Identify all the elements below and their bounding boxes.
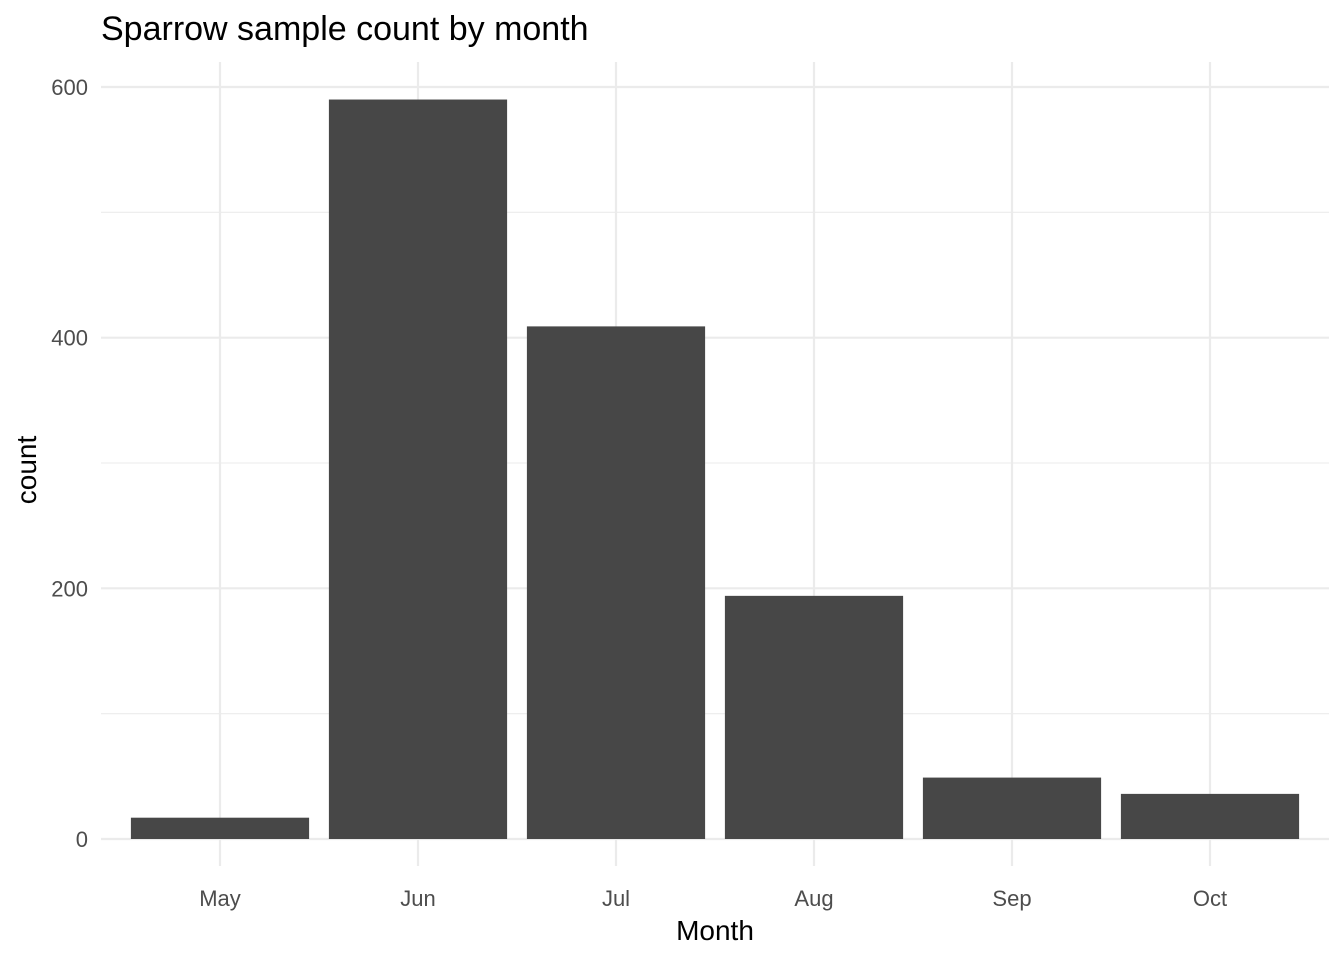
bar-aug [725,596,903,839]
y-tick-label: 0 [76,827,88,852]
bar-jul [527,326,705,839]
x-axis-title: Month [676,915,754,946]
x-tick-label: Aug [794,886,833,911]
bar-oct [1121,794,1299,839]
bar-jun [329,100,507,839]
y-axis-ticks: 0 200 400 600 [51,75,88,852]
y-tick-label: 400 [51,326,88,351]
y-axis-title: count [11,436,42,505]
x-tick-label: Oct [1193,886,1227,911]
x-tick-label: Sep [992,886,1031,911]
bar-sep [923,778,1101,839]
x-tick-label: Jun [400,886,435,911]
chart-title: Sparrow sample count by month [101,10,589,48]
bar-may [131,818,309,839]
x-axis-ticks: May Jun Jul Aug Sep Oct [199,886,1227,911]
x-tick-label: May [199,886,241,911]
y-tick-label: 600 [51,75,88,100]
x-tick-label: Jul [602,886,630,911]
bars [131,100,1299,839]
grid [101,62,1329,866]
y-tick-label: 200 [51,576,88,601]
